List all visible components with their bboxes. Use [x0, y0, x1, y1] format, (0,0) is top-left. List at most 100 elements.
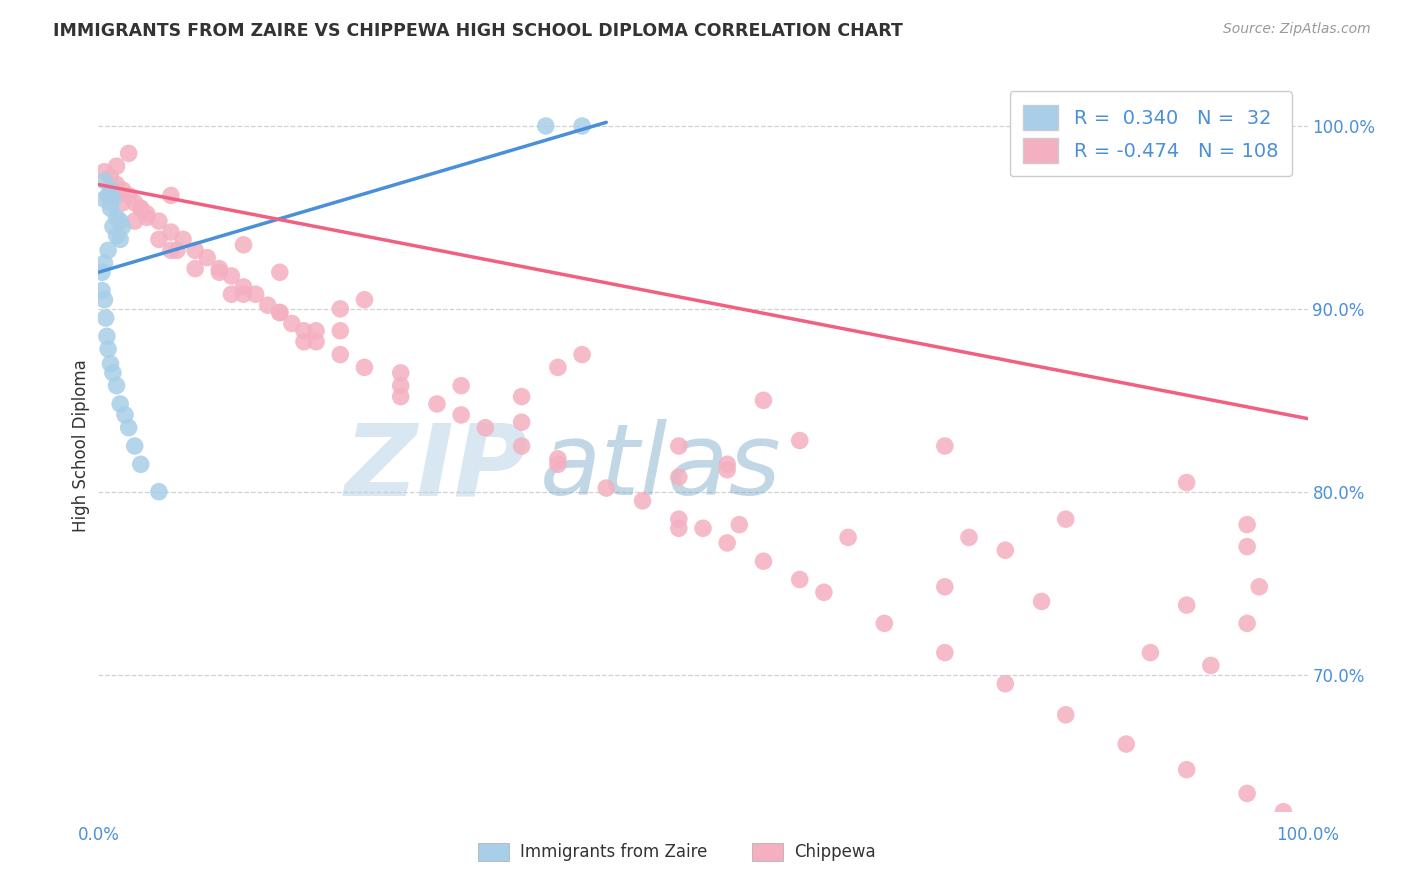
Point [208, 261, 231, 276]
Point [108, 397, 131, 411]
Point [957, 530, 980, 544]
Point [1031, 594, 1053, 608]
Point [668, 521, 690, 535]
Point [1236, 540, 1258, 554]
Point [97, 188, 120, 202]
Point [510, 415, 533, 429]
Point [100, 183, 122, 197]
Point [100, 195, 122, 210]
Point [166, 244, 188, 258]
Point [100, 188, 122, 202]
Point [450, 408, 472, 422]
Point [450, 378, 472, 392]
Point [101, 192, 124, 206]
Point [547, 451, 569, 466]
Point [716, 458, 738, 472]
Text: ZIP: ZIP [344, 419, 527, 516]
Point [789, 434, 811, 448]
Point [1236, 616, 1258, 631]
Point [269, 265, 291, 279]
Point [124, 214, 146, 228]
Point [668, 512, 690, 526]
Point [93, 174, 115, 188]
Point [118, 188, 141, 202]
Point [160, 244, 183, 258]
Point [129, 458, 152, 472]
Point [148, 484, 170, 499]
Point [1054, 512, 1077, 526]
Point [160, 188, 183, 202]
Point [305, 334, 328, 349]
Point [221, 287, 243, 301]
Point [124, 439, 146, 453]
Point [692, 521, 714, 535]
Point [129, 201, 152, 215]
Point [108, 214, 131, 228]
Point [269, 305, 291, 319]
Point [96, 329, 118, 343]
Point [208, 265, 231, 279]
Point [571, 347, 593, 362]
Point [94, 310, 117, 325]
Point [160, 225, 183, 239]
Point [813, 585, 835, 599]
Text: Chippewa: Chippewa [794, 843, 876, 861]
Point [510, 439, 533, 453]
Point [1236, 787, 1258, 801]
Point [100, 357, 122, 371]
Point [329, 301, 352, 316]
Point [1175, 598, 1198, 612]
Point [105, 211, 128, 225]
Point [595, 481, 617, 495]
Point [108, 232, 131, 246]
Point [269, 305, 291, 319]
Text: 0.0%: 0.0% [77, 826, 120, 845]
Point [111, 183, 134, 197]
Point [184, 261, 207, 276]
Y-axis label: High School Diploma: High School Diploma [72, 359, 90, 533]
Point [1249, 580, 1271, 594]
Point [148, 232, 170, 246]
Point [353, 293, 375, 307]
Point [97, 342, 120, 356]
Point [97, 244, 120, 258]
Point [111, 195, 134, 210]
Point [329, 347, 352, 362]
Point [1054, 707, 1077, 722]
Point [172, 232, 194, 246]
Point [1139, 646, 1161, 660]
Point [292, 334, 315, 349]
Point [873, 616, 896, 631]
Point [668, 470, 690, 484]
Point [105, 178, 128, 192]
Point [994, 677, 1017, 691]
Point [716, 536, 738, 550]
Point [752, 393, 775, 408]
Point [1175, 475, 1198, 490]
Text: IMMIGRANTS FROM ZAIRE VS CHIPPEWA HIGH SCHOOL DIPLOMA CORRELATION CHART: IMMIGRANTS FROM ZAIRE VS CHIPPEWA HIGH S… [53, 22, 903, 40]
Text: Source: ZipAtlas.com: Source: ZipAtlas.com [1223, 22, 1371, 37]
Point [1115, 737, 1137, 751]
Point [389, 378, 412, 392]
Point [934, 646, 956, 660]
Point [135, 207, 157, 221]
Point [91, 284, 114, 298]
Point [716, 463, 738, 477]
Point [232, 287, 254, 301]
Text: 100.0%: 100.0% [1277, 826, 1339, 845]
Point [547, 360, 569, 375]
Point [111, 219, 134, 234]
Point [668, 439, 690, 453]
Point [292, 324, 315, 338]
Point [184, 244, 207, 258]
Point [114, 408, 136, 422]
Point [101, 366, 124, 380]
Point [93, 256, 115, 270]
Point [93, 192, 115, 206]
Point [752, 554, 775, 568]
Point [837, 530, 859, 544]
Text: Immigrants from Zaire: Immigrants from Zaire [520, 843, 707, 861]
Point [547, 458, 569, 472]
Point [534, 119, 557, 133]
Point [994, 543, 1017, 558]
